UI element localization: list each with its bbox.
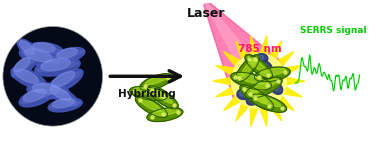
Polygon shape [204,2,284,98]
Ellipse shape [249,92,257,101]
Ellipse shape [53,47,85,63]
Ellipse shape [271,83,279,90]
Ellipse shape [236,74,265,84]
Ellipse shape [253,81,263,89]
Ellipse shape [270,81,283,94]
Ellipse shape [246,90,262,105]
Ellipse shape [135,96,167,118]
Ellipse shape [57,48,77,58]
Text: Laser: Laser [187,7,225,20]
Circle shape [242,64,276,99]
Ellipse shape [255,95,280,106]
Ellipse shape [21,91,52,104]
Ellipse shape [13,70,45,86]
Ellipse shape [52,71,75,87]
Polygon shape [205,3,268,87]
Ellipse shape [47,69,83,93]
Ellipse shape [23,89,46,102]
Ellipse shape [140,74,173,90]
Ellipse shape [130,86,167,101]
Ellipse shape [151,87,172,103]
Ellipse shape [41,59,70,71]
Ellipse shape [19,41,39,58]
Ellipse shape [266,72,275,79]
Ellipse shape [50,86,71,101]
Ellipse shape [31,46,61,53]
Ellipse shape [135,87,162,95]
Ellipse shape [19,41,34,54]
Ellipse shape [240,85,274,110]
Ellipse shape [250,94,287,112]
Ellipse shape [250,79,268,93]
Ellipse shape [251,79,278,92]
Ellipse shape [29,87,67,94]
Circle shape [231,54,286,109]
Text: Hybriding: Hybriding [118,89,175,99]
Ellipse shape [17,39,40,60]
Ellipse shape [35,57,80,76]
Ellipse shape [239,71,256,85]
Text: SERRS signal: SERRS signal [300,26,367,35]
Ellipse shape [52,99,74,108]
Ellipse shape [25,49,52,62]
Ellipse shape [241,57,257,77]
Ellipse shape [33,43,55,52]
Ellipse shape [48,98,82,112]
Ellipse shape [245,55,273,79]
Polygon shape [213,36,305,126]
Ellipse shape [50,101,81,109]
Ellipse shape [148,86,178,109]
Ellipse shape [257,60,272,73]
Ellipse shape [50,72,81,90]
Ellipse shape [19,47,61,67]
Ellipse shape [37,62,78,72]
Ellipse shape [152,109,178,116]
Ellipse shape [248,57,267,73]
Ellipse shape [147,108,183,122]
Ellipse shape [55,51,83,60]
Ellipse shape [139,98,162,112]
Ellipse shape [235,55,259,83]
Ellipse shape [259,62,268,69]
Ellipse shape [29,42,63,56]
Ellipse shape [22,51,59,63]
Ellipse shape [254,67,290,82]
Ellipse shape [14,58,30,72]
Ellipse shape [27,83,69,99]
Ellipse shape [245,77,282,98]
Ellipse shape [13,58,35,76]
Ellipse shape [237,88,252,99]
Ellipse shape [254,54,268,64]
Ellipse shape [46,85,79,106]
Ellipse shape [146,75,169,85]
Text: 785 nm: 785 nm [238,44,282,54]
Ellipse shape [11,68,46,89]
Ellipse shape [242,73,251,81]
Ellipse shape [33,84,60,94]
Ellipse shape [263,70,279,83]
Ellipse shape [11,56,37,78]
Ellipse shape [260,68,286,76]
Ellipse shape [15,69,38,83]
Ellipse shape [239,89,248,96]
Circle shape [3,26,102,126]
Ellipse shape [243,87,268,104]
Ellipse shape [256,55,264,61]
Ellipse shape [19,88,54,107]
Ellipse shape [48,87,77,104]
Ellipse shape [231,72,272,90]
